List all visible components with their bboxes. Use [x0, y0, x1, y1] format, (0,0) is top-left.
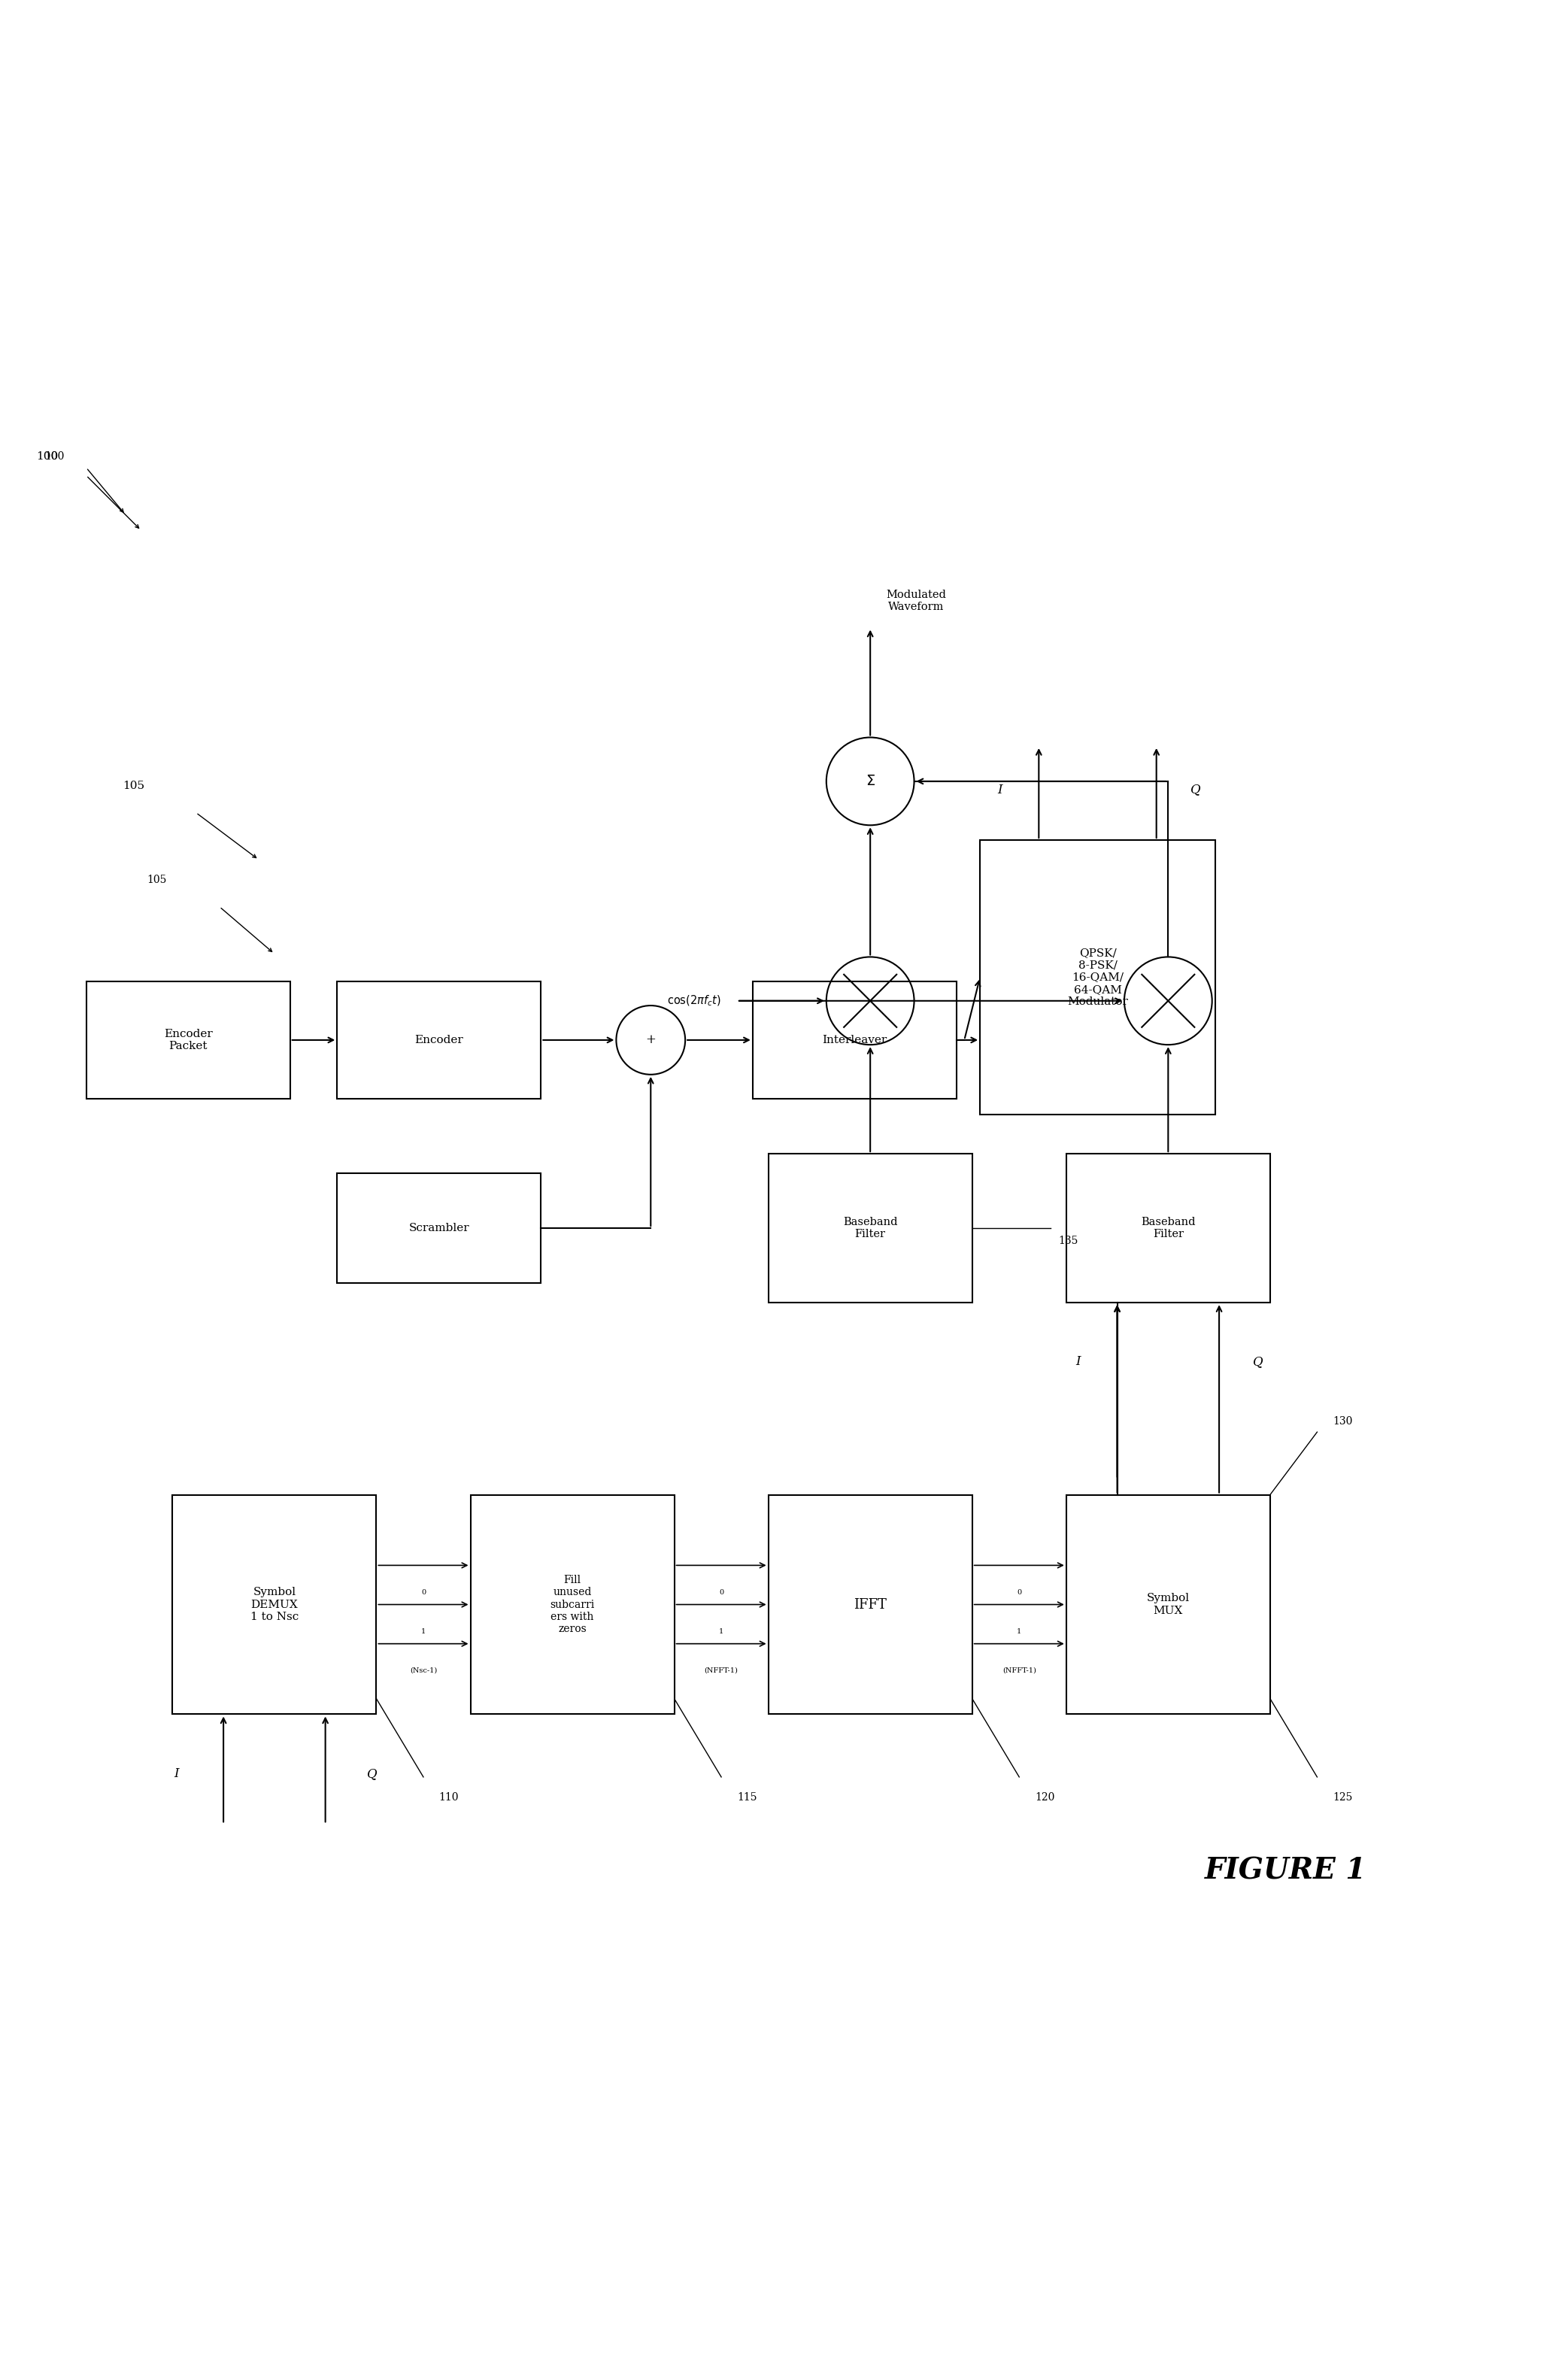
Text: I: I [1076, 1355, 1080, 1367]
Text: 1: 1 [422, 1629, 425, 1634]
Text: Q: Q [367, 1767, 378, 1781]
Text: +: + [646, 1034, 655, 1046]
Text: 1: 1 [1018, 1629, 1021, 1634]
FancyBboxPatch shape [980, 839, 1215, 1115]
Text: Fill
unused
subcarri
ers with
zeros: Fill unused subcarri ers with zeros [550, 1574, 594, 1634]
Text: Q: Q [1190, 782, 1201, 797]
FancyBboxPatch shape [86, 982, 290, 1099]
FancyBboxPatch shape [753, 982, 956, 1099]
Text: 125: 125 [1333, 1793, 1353, 1803]
Text: 0: 0 [720, 1589, 723, 1596]
Text: Baseband
Filter: Baseband Filter [1142, 1218, 1195, 1239]
Text: FIGURE 1: FIGURE 1 [1204, 1857, 1367, 1886]
Text: 0: 0 [422, 1589, 425, 1596]
Text: 115: 115 [737, 1793, 757, 1803]
Text: (NFFT-1): (NFFT-1) [1002, 1667, 1036, 1674]
FancyBboxPatch shape [470, 1496, 674, 1715]
Text: Scrambler: Scrambler [409, 1222, 469, 1234]
Text: 120: 120 [1035, 1793, 1055, 1803]
Text: 110: 110 [439, 1793, 459, 1803]
Text: 135: 135 [1058, 1237, 1079, 1246]
Text: Encoder: Encoder [414, 1034, 464, 1046]
FancyBboxPatch shape [172, 1496, 376, 1715]
FancyBboxPatch shape [337, 1172, 541, 1284]
FancyBboxPatch shape [1066, 1496, 1270, 1715]
Text: I: I [997, 782, 1002, 797]
Text: $\cos(2\pi f_c t)$: $\cos(2\pi f_c t)$ [668, 994, 721, 1008]
Text: (Nsc-1): (Nsc-1) [409, 1667, 437, 1674]
Text: 0: 0 [1018, 1589, 1021, 1596]
Text: 105: 105 [122, 780, 144, 792]
Text: I: I [174, 1767, 179, 1781]
Text: Encoder
Packet: Encoder Packet [163, 1030, 213, 1051]
Text: QPSK/
8-PSK/
16-QAM/
64-QAM
Modulator: QPSK/ 8-PSK/ 16-QAM/ 64-QAM Modulator [1068, 949, 1127, 1006]
FancyBboxPatch shape [768, 1496, 972, 1715]
Text: 100: 100 [36, 452, 58, 461]
FancyBboxPatch shape [1066, 1153, 1270, 1303]
Text: Symbol
MUX: Symbol MUX [1146, 1593, 1190, 1617]
Text: (NFFT-1): (NFFT-1) [704, 1667, 739, 1674]
Text: Modulated
Waveform: Modulated Waveform [886, 590, 946, 611]
FancyBboxPatch shape [768, 1153, 972, 1303]
Text: 1: 1 [720, 1629, 723, 1634]
Text: Symbol
DEMUX
1 to Nsc: Symbol DEMUX 1 to Nsc [251, 1586, 298, 1622]
Text: Interleaver: Interleaver [822, 1034, 887, 1046]
Text: IFFT: IFFT [853, 1598, 887, 1612]
Text: 105: 105 [147, 875, 166, 885]
Text: 100: 100 [45, 452, 64, 461]
FancyBboxPatch shape [337, 982, 541, 1099]
Text: $\Sigma$: $\Sigma$ [866, 775, 875, 787]
Text: Baseband
Filter: Baseband Filter [844, 1218, 897, 1239]
Text: Q: Q [1253, 1355, 1264, 1367]
Text: 130: 130 [1333, 1415, 1353, 1427]
